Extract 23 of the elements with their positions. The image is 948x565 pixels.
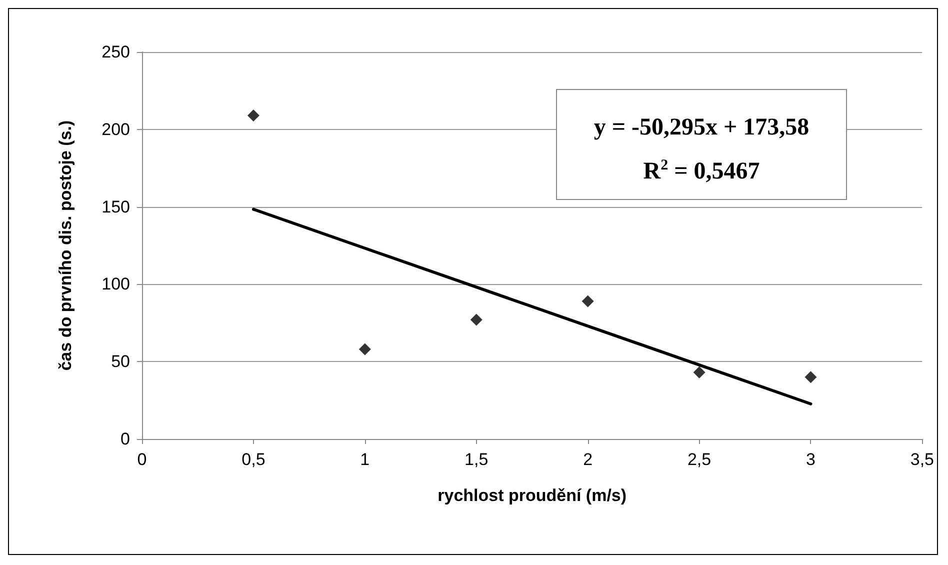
x-tick-label: 2 — [583, 450, 593, 469]
x-tick-label: 2,5 — [687, 450, 712, 469]
annotation: y = -50,295x + 173,58 — [594, 114, 810, 140]
y-tick-label: 250 — [102, 42, 130, 62]
point — [582, 295, 594, 308]
x-axis-title: rychlost proudění (m/s) — [438, 486, 627, 505]
y-axis-title: čas do prvního dis. postoje (s.) — [56, 120, 75, 371]
point — [358, 343, 371, 356]
x-tick-label: 1,5 — [464, 450, 488, 469]
point — [693, 366, 706, 378]
x-tick-label: 3 — [806, 450, 816, 469]
point — [804, 371, 817, 384]
y-tick-label: 50 — [111, 352, 130, 372]
y-tick-label: 150 — [102, 197, 130, 216]
y-tick-label: 200 — [102, 120, 130, 139]
point — [247, 109, 260, 122]
point — [470, 314, 482, 326]
x-tick-label: 0,5 — [242, 450, 266, 469]
x-tick-label: 0 — [137, 450, 147, 469]
x-tick-label: 1 — [360, 450, 370, 469]
y-tick-label: 100 — [102, 274, 130, 294]
y-tick-label: 0 — [120, 430, 130, 448]
x-tick-label: 3,5 — [910, 450, 934, 469]
